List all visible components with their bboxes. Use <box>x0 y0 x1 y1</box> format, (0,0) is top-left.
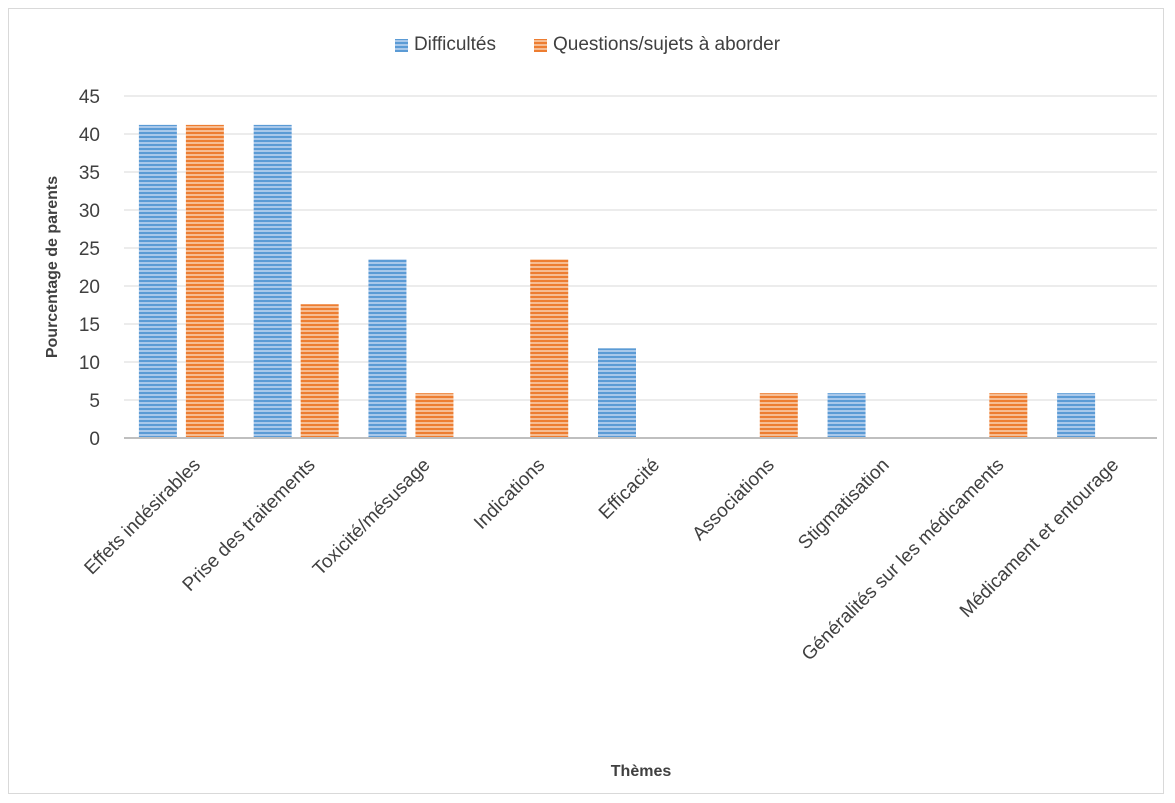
y-tick-label: 15 <box>79 315 100 336</box>
legend: Difficultés Questions/sujets à aborder <box>0 34 1175 56</box>
x-tick-label: Stigmatisation <box>794 455 893 554</box>
bar-questions <box>989 393 1028 438</box>
legend-label-questions: Questions/sujets à aborder <box>552 34 781 55</box>
y-tick-label: 40 <box>79 125 100 146</box>
bar-questions <box>185 124 224 438</box>
gridlines <box>124 95 1157 401</box>
y-axis-label: Pourcentage de parents <box>44 176 61 358</box>
bars <box>138 124 1096 438</box>
y-tick-label: 30 <box>79 201 100 222</box>
y-tick-label: 35 <box>79 163 100 184</box>
y-tick-label: 0 <box>89 429 100 450</box>
bar-difficultes <box>1057 393 1096 438</box>
bar-difficultes <box>253 124 292 438</box>
bar-questions <box>415 393 454 438</box>
legend-swatch-difficultes <box>394 38 408 52</box>
bar-questions <box>759 393 798 438</box>
legend-swatch-questions <box>533 38 547 52</box>
bar-difficultes <box>827 393 866 438</box>
y-tick-label: 45 <box>79 87 100 108</box>
x-tick-label: Généralités sur les médicaments <box>798 455 1008 665</box>
bar-difficultes <box>368 259 407 438</box>
bar-difficultes <box>598 348 636 438</box>
bar-difficultes <box>138 124 177 438</box>
x-tick-label: Toxicité/mésusage <box>309 455 434 580</box>
x-tick-label: Efficacité <box>595 455 664 524</box>
legend-label-difficultes: Difficultés <box>413 34 496 55</box>
y-axis-ticks: 0 5 10 15 20 25 30 35 40 45 <box>79 87 100 450</box>
x-tick-label: Indications <box>470 455 549 534</box>
x-tick-label: Prise des traitements <box>179 455 320 596</box>
bar-questions <box>530 259 569 438</box>
bar-questions <box>300 304 339 438</box>
x-axis-label: Thèmes <box>611 763 672 780</box>
y-tick-label: 5 <box>89 391 100 412</box>
y-tick-label: 25 <box>79 239 100 260</box>
legend-item-difficultes: Difficultés <box>394 34 496 56</box>
legend-item-questions: Questions/sujets à aborder <box>533 34 781 56</box>
x-tick-label: Associations <box>689 455 779 545</box>
y-tick-label: 20 <box>79 277 100 298</box>
x-tick-label: Effets indésirables <box>81 455 205 579</box>
y-tick-label: 10 <box>79 353 100 374</box>
